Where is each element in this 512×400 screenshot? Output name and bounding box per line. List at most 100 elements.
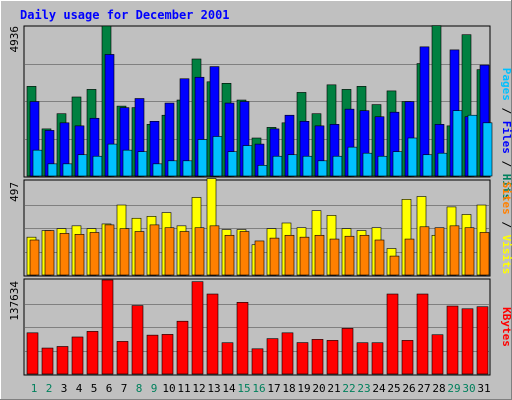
bar-pages-day-27 xyxy=(422,154,433,177)
bar-kbytes-day-2 xyxy=(41,347,54,375)
bar-sites-day-23 xyxy=(359,234,370,276)
x-axis-ticks: 1 2 3 4 5 6 7 8 9 10 11 12 13 14 15 16 17 18 19 20 21 22 23 24 2… xyxy=(31,382,491,395)
x-tick-label-day-18: 18 xyxy=(282,382,295,395)
bar-kbytes-day-26 xyxy=(401,340,414,375)
x-tick-label-day-13: 13 xyxy=(207,382,220,395)
legend-visits: Visits xyxy=(500,235,512,275)
bar-pages-day-2 xyxy=(47,163,58,177)
bar-sites-day-26 xyxy=(404,238,415,276)
bar-pages-day-21 xyxy=(332,155,343,177)
bar-sites-day-8 xyxy=(134,231,145,276)
bar-sites-day-16 xyxy=(254,240,265,276)
bar-pages-day-23 xyxy=(362,152,373,177)
bar-kbytes-day-11 xyxy=(176,320,189,375)
x-tick-label-day-27: 27 xyxy=(417,382,430,395)
bar-sites-day-4 xyxy=(74,234,85,276)
hits-legend: Pages / Files / Hits xyxy=(500,68,512,201)
x-tick-label-day-15: 15 xyxy=(237,382,250,395)
x-tick-label-day-7: 7 xyxy=(121,382,128,395)
bar-sites-day-20 xyxy=(314,234,325,276)
x-tick-label-day-16: 16 xyxy=(252,382,265,395)
bar-sites-day-21 xyxy=(329,238,340,276)
x-tick-label-day-17: 17 xyxy=(267,382,280,395)
x-tick-label-day-1: 1 xyxy=(31,382,38,395)
bar-kbytes-day-14 xyxy=(221,342,234,375)
x-tick-label-day-24: 24 xyxy=(372,382,386,395)
bar-pages-day-5 xyxy=(92,155,103,177)
bar-sites-day-22 xyxy=(344,235,355,276)
bar-pages-day-30 xyxy=(467,114,478,177)
legend-sites: Sites xyxy=(500,182,512,215)
bar-sites-day-15 xyxy=(239,231,250,276)
x-tick-label-day-25: 25 xyxy=(387,382,400,395)
bar-kbytes-day-22 xyxy=(341,328,354,375)
x-tick-label-day-2: 2 xyxy=(46,382,53,395)
bar-pages-day-17 xyxy=(272,155,283,177)
bar-sites-day-14 xyxy=(224,234,235,276)
bar-pages-day-31 xyxy=(482,122,493,177)
legend-pages: Pages xyxy=(500,68,512,101)
visits-legend: Sites / Visits xyxy=(500,182,512,275)
bar-kbytes-day-27 xyxy=(416,293,429,375)
bar-kbytes-day-3 xyxy=(56,346,69,375)
bar-sites-day-11 xyxy=(179,231,190,276)
bar-pages-day-12 xyxy=(197,139,208,177)
x-tick-label-day-4: 4 xyxy=(76,382,83,395)
x-tick-label-day-31: 31 xyxy=(477,382,490,395)
x-tick-label-day-14: 14 xyxy=(222,382,236,395)
bar-sites-day-29 xyxy=(449,225,460,276)
bar-pages-day-16 xyxy=(257,165,268,177)
bar-pages-day-15 xyxy=(242,145,253,177)
hits-ymax-label: 4936 xyxy=(8,26,21,53)
bar-sites-day-13 xyxy=(209,225,220,276)
kbytes-ymax-label: 137634 xyxy=(8,281,21,321)
bar-sites-day-28 xyxy=(434,227,445,276)
x-tick-label-day-26: 26 xyxy=(402,382,415,395)
bar-kbytes-day-25 xyxy=(386,293,399,375)
bar-kbytes-day-5 xyxy=(86,331,99,375)
bar-pages-day-14 xyxy=(227,151,238,177)
bar-kbytes-day-6 xyxy=(101,279,114,375)
bar-sites-day-6 xyxy=(104,224,115,276)
bar-kbytes-day-20 xyxy=(311,339,324,375)
bar-kbytes-day-28 xyxy=(431,334,444,375)
x-tick-label-day-9: 9 xyxy=(151,382,158,395)
bar-kbytes-day-12 xyxy=(191,281,204,375)
bar-pages-day-1 xyxy=(32,149,43,177)
bar-sites-day-17 xyxy=(269,237,280,276)
bar-sites-day-27 xyxy=(419,226,430,276)
x-tick-label-day-5: 5 xyxy=(91,382,98,395)
bar-kbytes-day-21 xyxy=(326,340,339,375)
bar-pages-day-4 xyxy=(77,154,88,177)
bar-kbytes-day-9 xyxy=(146,334,159,375)
legend-hits: Hits xyxy=(500,174,512,201)
x-tick-label-day-30: 30 xyxy=(462,382,475,395)
x-tick-label-day-11: 11 xyxy=(177,382,190,395)
x-tick-label-day-8: 8 xyxy=(136,382,143,395)
bar-pages-day-9 xyxy=(152,163,163,177)
x-tick-label-day-23: 23 xyxy=(357,382,370,395)
bar-kbytes-day-30 xyxy=(461,308,474,375)
x-tick-label-day-28: 28 xyxy=(432,382,445,395)
bar-kbytes-day-13 xyxy=(206,293,219,375)
bar-kbytes-day-15 xyxy=(236,302,249,375)
bar-kbytes-day-31 xyxy=(476,306,489,375)
x-tick-label-day-22: 22 xyxy=(342,382,355,395)
bar-kbytes-day-29 xyxy=(446,305,459,375)
legend-separator: / xyxy=(500,154,512,174)
x-tick-label-day-20: 20 xyxy=(312,382,325,395)
bar-pages-day-28 xyxy=(437,152,448,177)
bar-pages-day-11 xyxy=(182,160,193,177)
bar-pages-day-10 xyxy=(167,160,178,177)
bar-kbytes-day-1 xyxy=(26,332,39,375)
bar-kbytes-day-18 xyxy=(281,332,294,375)
bar-pages-day-24 xyxy=(377,155,388,177)
bar-kbytes-day-16 xyxy=(251,348,264,375)
bar-sites-day-2 xyxy=(44,230,55,276)
bar-sites-day-7 xyxy=(119,228,130,276)
bar-pages-day-19 xyxy=(302,155,313,177)
x-tick-label-day-21: 21 xyxy=(327,382,340,395)
bar-sites-day-31 xyxy=(479,232,490,276)
bar-sites-day-24 xyxy=(374,239,385,276)
